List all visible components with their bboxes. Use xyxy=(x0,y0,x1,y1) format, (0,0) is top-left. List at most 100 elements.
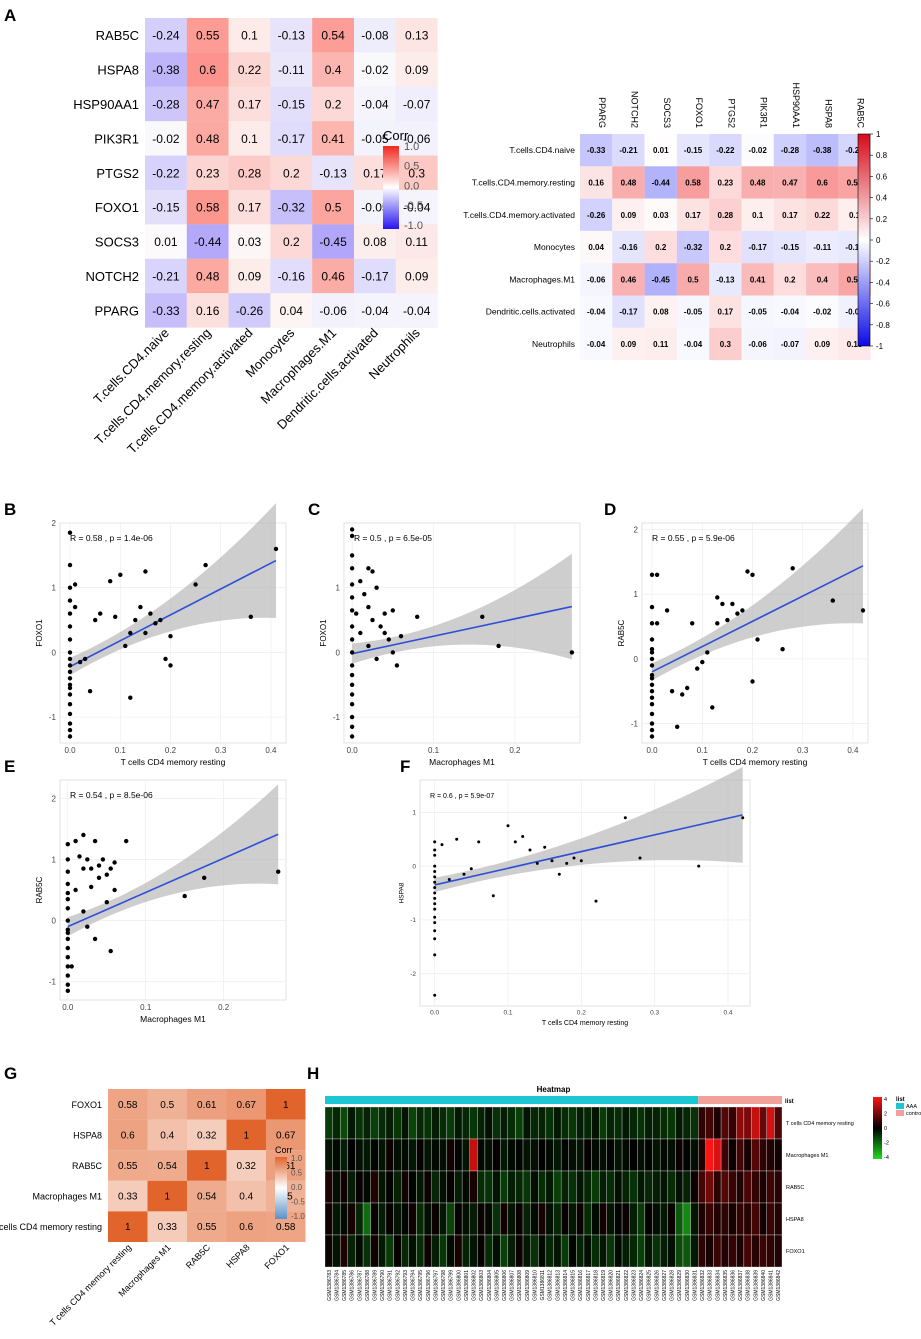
cell-value: -0.22 xyxy=(716,146,735,155)
heatmap-cell xyxy=(667,1234,676,1268)
heatmap-cell xyxy=(743,1202,752,1236)
cell-value: -0.45 xyxy=(319,235,347,249)
cell-value: 0.17 xyxy=(685,211,701,220)
cell-value: 0.54 xyxy=(197,1192,217,1203)
heatmap-cell xyxy=(644,166,677,199)
panel-label-g: G xyxy=(4,1064,17,1083)
heatmap-cell xyxy=(606,1170,615,1204)
cell-value: 0.23 xyxy=(196,166,220,180)
data-point xyxy=(433,891,437,895)
data-point xyxy=(565,861,569,865)
heatmap-cell xyxy=(709,198,742,231)
heatmap-cell xyxy=(720,1138,729,1172)
data-point xyxy=(69,964,74,969)
cell-value: 0.33 xyxy=(118,1192,138,1203)
cell-value: 0.58 xyxy=(685,178,701,187)
heatmap-cell xyxy=(266,1119,306,1151)
heatmap-cell xyxy=(629,1138,638,1172)
column-label: PTGS2 xyxy=(726,98,736,128)
cell-value: 0.46 xyxy=(321,270,345,284)
heatmap-cell xyxy=(580,295,613,328)
heatmap-cell xyxy=(228,18,271,53)
heatmap-cell xyxy=(515,1170,524,1204)
heatmap-cell xyxy=(416,1170,425,1204)
cell-value: -0.26 xyxy=(236,304,264,318)
row-label: RAB5C xyxy=(96,28,139,43)
row-label: T cells CD4 memory resting xyxy=(0,1222,102,1232)
heatmap-cell xyxy=(454,1202,463,1236)
y-tick-label: 1 xyxy=(52,584,57,593)
data-point xyxy=(81,866,86,871)
data-point xyxy=(349,714,355,720)
row-label: HSP90AA1 xyxy=(73,97,139,112)
data-point xyxy=(780,647,785,652)
heatmap-cell xyxy=(461,1138,470,1172)
heatmap-cell xyxy=(401,1170,409,1204)
heatmap-cell xyxy=(676,134,710,167)
data-point xyxy=(550,859,554,863)
y-axis-label: FOXO1 xyxy=(35,619,44,647)
x-tick-label: 0.1 xyxy=(428,746,440,755)
cell-value: 0.11 xyxy=(653,340,669,349)
data-point xyxy=(433,915,437,919)
heatmap-cell xyxy=(713,1234,722,1268)
data-point xyxy=(649,572,655,577)
data-point xyxy=(433,875,437,879)
row-label: SOCS3 xyxy=(95,235,139,250)
panel-h-heatmap: Heatmap list T cells CD4 memory resting Mac… xyxy=(324,1085,921,1301)
data-point xyxy=(73,887,78,893)
heatmap-cell xyxy=(484,1170,493,1204)
x-tick-label: 0.0 xyxy=(62,1003,74,1012)
heatmap-cell xyxy=(312,155,354,190)
data-point xyxy=(730,601,735,607)
data-point xyxy=(67,702,73,707)
heatmap-cell xyxy=(186,224,229,259)
row-label: NOTCH2 xyxy=(86,269,139,284)
heatmap-cell xyxy=(580,134,613,167)
x-tick-label: 0.0 xyxy=(347,746,359,755)
heatmap-cell xyxy=(147,1089,187,1120)
cell-value: 0.55 xyxy=(197,1222,217,1233)
cell-value: 0.33 xyxy=(158,1222,178,1233)
data-point xyxy=(433,886,437,890)
data-point xyxy=(65,918,71,923)
cell-value: -0.05 xyxy=(361,201,389,215)
column-label: GSM1386822 xyxy=(624,1270,630,1301)
x-tick-label: 0.1 xyxy=(697,746,709,755)
heatmap-cell xyxy=(522,1202,531,1236)
cell-value: 0.67 xyxy=(276,1130,296,1141)
heatmap-cell xyxy=(340,1106,349,1140)
heatmap-cell xyxy=(446,1170,455,1204)
heatmap-cell xyxy=(401,1138,409,1172)
data-point xyxy=(273,546,279,552)
heatmap-cell xyxy=(612,198,645,231)
heatmap-cell xyxy=(583,1106,592,1140)
heatmap-cell xyxy=(492,1138,501,1172)
heatmap-cell xyxy=(332,1170,341,1204)
heatmap-title: Heatmap xyxy=(537,1085,571,1094)
heatmap-cell xyxy=(228,121,271,156)
column-label: GSM1386827 xyxy=(662,1270,668,1301)
heatmap-cell xyxy=(416,1106,425,1140)
data-point xyxy=(579,859,583,863)
heatmap-cell xyxy=(423,1202,432,1236)
heatmap-cell xyxy=(270,86,313,122)
data-point xyxy=(390,608,395,613)
column-label: FOXO1 xyxy=(694,97,704,128)
cell-value: 0.2 xyxy=(325,98,342,112)
cell-value: 0.5 xyxy=(325,201,342,215)
column-label: GSM1386788 xyxy=(365,1270,371,1301)
heatmap-cell xyxy=(416,1234,425,1268)
heatmap-cell xyxy=(612,166,645,199)
data-point xyxy=(715,595,720,600)
data-point xyxy=(203,562,208,568)
cell-value: -0.16 xyxy=(278,270,306,284)
heatmap-cell xyxy=(186,258,229,294)
column-label: GSM1386841 xyxy=(769,1270,775,1301)
cell-value: -0.38 xyxy=(813,146,832,155)
row-label: PIK3R1 xyxy=(94,131,139,146)
data-point xyxy=(65,945,71,951)
colorbar-tick-label: 2 xyxy=(884,1112,887,1118)
heatmap-cell xyxy=(743,1234,752,1268)
cell-value: -0.17 xyxy=(749,243,768,252)
